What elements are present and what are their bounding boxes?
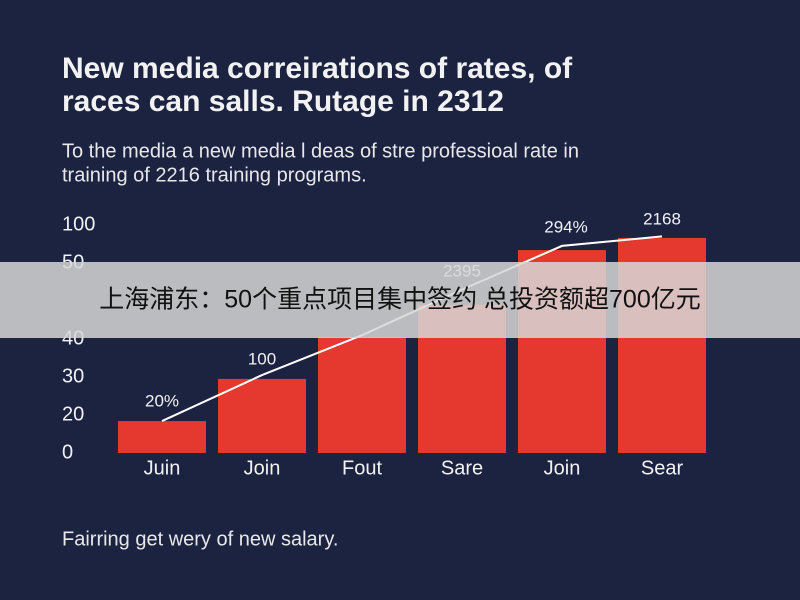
annotation: 294% xyxy=(544,217,587,236)
x-tick-label: Juin xyxy=(144,457,181,479)
subtitle: To the media a new media l deas of stre … xyxy=(62,140,579,162)
bar xyxy=(218,378,306,453)
annotation: 100 xyxy=(248,349,276,368)
y-tick-label: 20 xyxy=(62,403,84,425)
x-tick-label: Sare xyxy=(441,457,483,479)
banner-bg xyxy=(0,262,800,338)
banner-text: 上海浦东：50个重点项目集中签约 总投资额超700亿元 xyxy=(99,286,700,314)
footer: Fairring get wery of new salary. xyxy=(62,528,338,550)
y-tick-label: 30 xyxy=(62,365,84,387)
x-tick-label: Join xyxy=(544,457,581,479)
x-tick-label: Join xyxy=(244,457,281,479)
x-tick-label: Sear xyxy=(641,457,684,479)
bar xyxy=(118,421,206,453)
chart-title: New media correirations of rates, of xyxy=(62,52,573,85)
chart-title: races can salls. Rutage in 2312 xyxy=(62,85,504,118)
y-tick-label: 100 xyxy=(62,213,95,235)
annotation: 2168 xyxy=(643,209,681,228)
annotation: 20% xyxy=(145,391,179,410)
y-tick-label: 0 xyxy=(62,441,73,463)
x-tick-label: Fout xyxy=(342,457,382,479)
subtitle: training of 2216 training programs. xyxy=(62,164,367,186)
bar xyxy=(318,337,406,453)
